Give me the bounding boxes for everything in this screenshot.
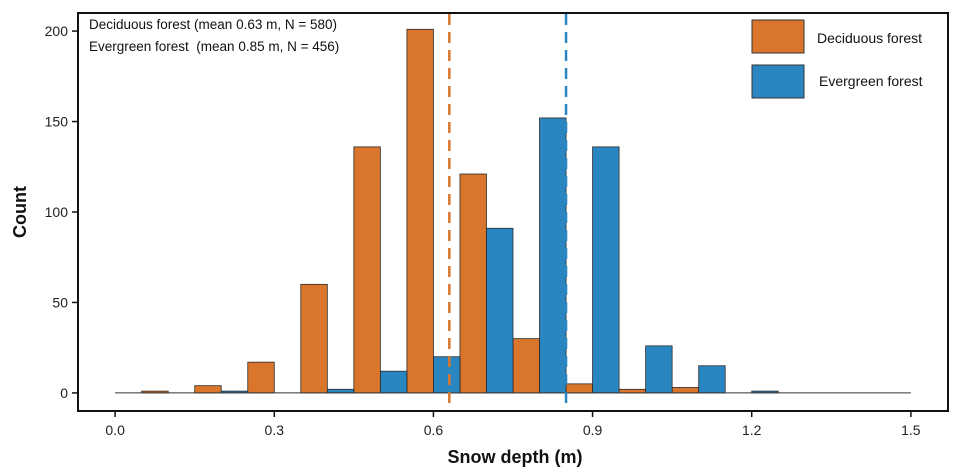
- bar-deciduous-11: [671, 387, 700, 394]
- bar-evergreen-10: [645, 345, 673, 394]
- bar-deciduous-2: [194, 385, 222, 394]
- legend-swatch-evergreen: [751, 64, 805, 99]
- bar-deciduous-10: [618, 388, 647, 394]
- y-tick-label: 100: [45, 204, 69, 220]
- bar-evergreen-5: [379, 370, 408, 394]
- legend-label-evergreen: Evergreen forest: [819, 73, 923, 89]
- bar-deciduous-8: [512, 338, 540, 394]
- x-tick-label: 0.9: [583, 422, 603, 438]
- x-tick-label: 0.3: [265, 422, 285, 438]
- x-tick-label: 0.0: [105, 422, 125, 438]
- bar-evergreen-4: [326, 388, 355, 394]
- y-tick-label: 0: [60, 385, 68, 401]
- x-axis: 0.0 0.3 0.6 0.9 1.2 1.5: [105, 411, 921, 438]
- y-tick-label: 150: [45, 114, 69, 130]
- legend-swatch-deciduous: [751, 19, 805, 54]
- bar-evergreen-6: [433, 356, 461, 394]
- bar-deciduous-5: [353, 146, 381, 394]
- y-axis-title: Count: [10, 186, 30, 238]
- legend: Deciduous forest Evergreen forest: [751, 19, 923, 99]
- bars-layer: [141, 28, 779, 394]
- legend-label-deciduous: Deciduous forest: [817, 30, 922, 46]
- bar-deciduous-4: [300, 283, 328, 394]
- mean-lines-layer: [448, 14, 568, 410]
- bar-deciduous-3: [247, 361, 275, 394]
- x-tick-label: 1.2: [742, 422, 762, 438]
- bar-evergreen-7: [486, 227, 514, 394]
- y-tick-label: 50: [52, 294, 68, 310]
- x-tick-label: 1.5: [901, 422, 921, 438]
- bar-deciduous-9: [565, 383, 593, 394]
- bar-evergreen-9: [592, 146, 620, 394]
- annotation-deciduous: Deciduous forest (mean 0.63 m, N = 580): [89, 17, 337, 32]
- bar-evergreen-8: [539, 117, 567, 394]
- x-tick-label: 0.6: [424, 422, 444, 438]
- y-tick-label: 200: [45, 23, 69, 39]
- bar-deciduous-7: [459, 173, 487, 394]
- bar-evergreen-11: [698, 365, 726, 394]
- x-axis-title: Snow depth (m): [448, 447, 583, 467]
- bar-deciduous-6: [406, 28, 434, 394]
- y-axis: 0 50 100 150 200: [45, 23, 78, 401]
- annotation-evergreen: Evergreen forest (mean 0.85 m, N = 456): [89, 39, 339, 54]
